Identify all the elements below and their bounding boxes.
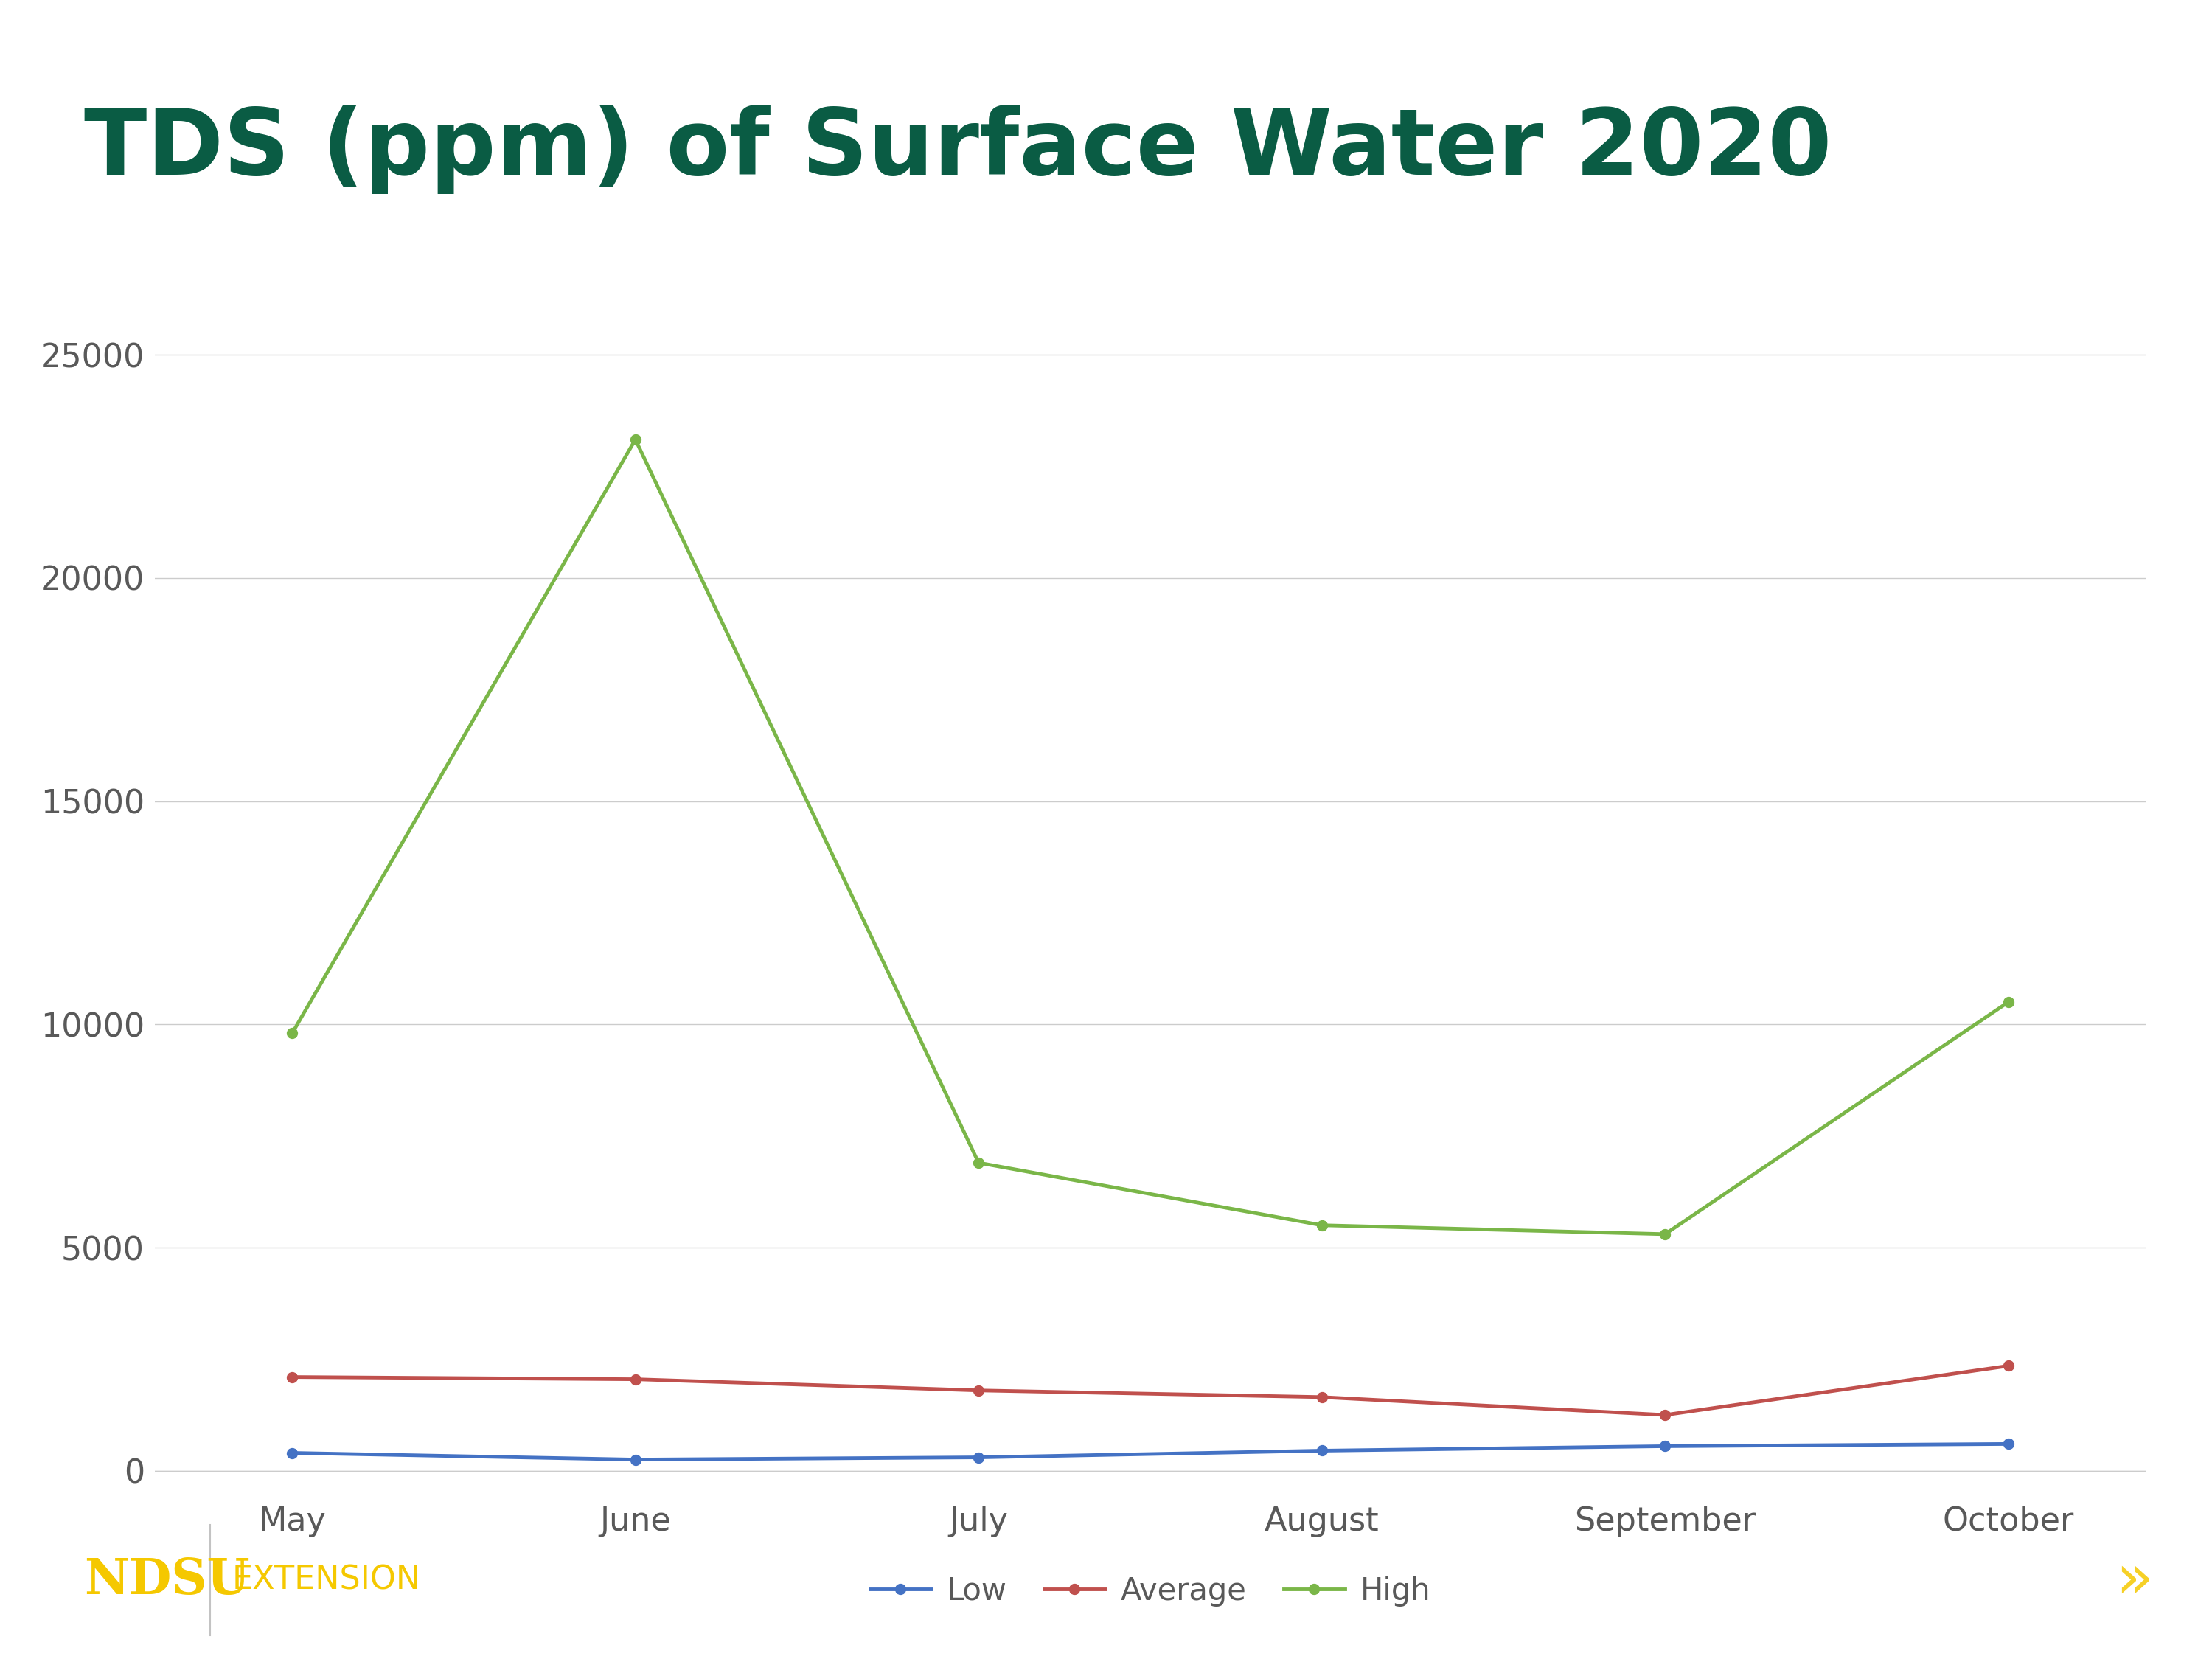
Legend: Low, Average, High: Low, Average, High [858,1563,1442,1619]
Text: EXTENSION: EXTENSION [232,1564,420,1596]
Text: TDS (ppm) of Surface Water 2020: TDS (ppm) of Surface Water 2020 [84,105,1832,194]
Text: NDSU: NDSU [84,1556,250,1604]
Text: »: » [2115,1550,2152,1609]
